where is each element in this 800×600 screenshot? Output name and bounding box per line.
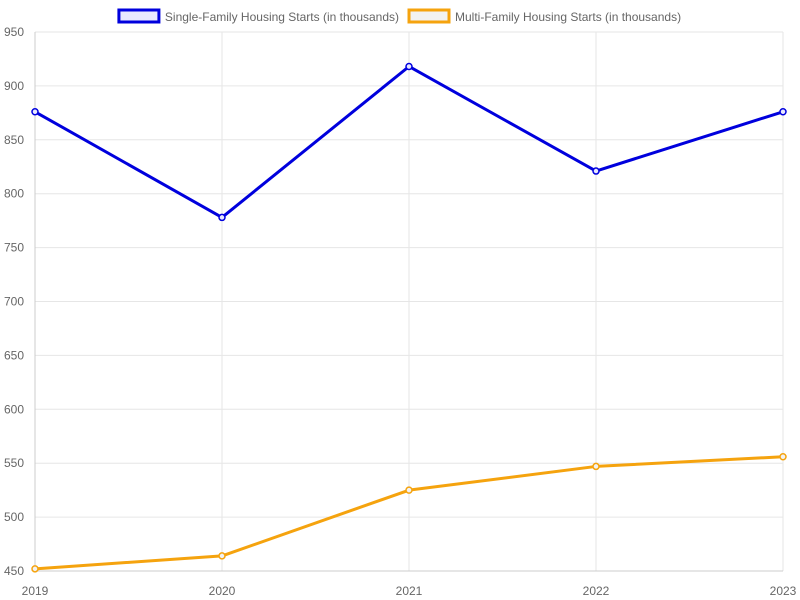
y-tick-label: 450 <box>4 564 24 578</box>
y-tick-label: 500 <box>4 510 24 524</box>
y-axis-tick-labels: 450 500 550 600 650 700 750 800 850 900 950 <box>4 25 24 578</box>
series-1 <box>31 62 787 222</box>
y-tick-label: 800 <box>4 187 24 201</box>
x-tick-label: 2023 <box>770 584 797 598</box>
grid <box>35 31 784 571</box>
data-point <box>31 565 39 573</box>
legend-swatch <box>117 8 161 24</box>
data-point <box>592 167 600 175</box>
legend-swatch <box>407 8 451 24</box>
y-tick-label: 900 <box>4 79 24 93</box>
x-tick-label: 2020 <box>209 584 236 598</box>
y-tick-label: 700 <box>4 295 24 309</box>
data-point <box>405 62 413 71</box>
y-tick-label: 850 <box>4 133 24 147</box>
data-point <box>218 213 226 222</box>
y-tick-label: 550 <box>4 456 24 470</box>
legend-label: Multi-Family Housing Starts (in thousand… <box>455 10 681 24</box>
data-point <box>592 462 600 471</box>
x-tick-label: 2019 <box>22 584 49 598</box>
series-lines <box>31 62 787 573</box>
series-2 <box>31 452 787 573</box>
data-point <box>779 452 787 461</box>
x-tick-label: 2022 <box>583 584 610 598</box>
data-point <box>405 486 413 494</box>
legend-item[interactable]: Single-Family Housing Starts (in thousan… <box>117 8 399 24</box>
axes <box>34 32 783 572</box>
y-tick-label: 750 <box>4 241 24 255</box>
data-point <box>218 552 226 560</box>
y-tick-label: 600 <box>4 402 24 416</box>
y-tick-label: 650 <box>4 348 24 362</box>
y-tick-label: 950 <box>4 25 24 39</box>
x-tick-label: 2021 <box>396 584 423 598</box>
legend: Single-Family Housing Starts (in thousan… <box>117 8 681 24</box>
data-point <box>779 108 787 116</box>
legend-label: Single-Family Housing Starts (in thousan… <box>165 10 399 24</box>
data-point <box>31 108 39 116</box>
legend-item[interactable]: Multi-Family Housing Starts (in thousand… <box>407 8 681 24</box>
x-axis-tick-labels: 2019 2020 2021 2022 2023 <box>22 584 797 598</box>
